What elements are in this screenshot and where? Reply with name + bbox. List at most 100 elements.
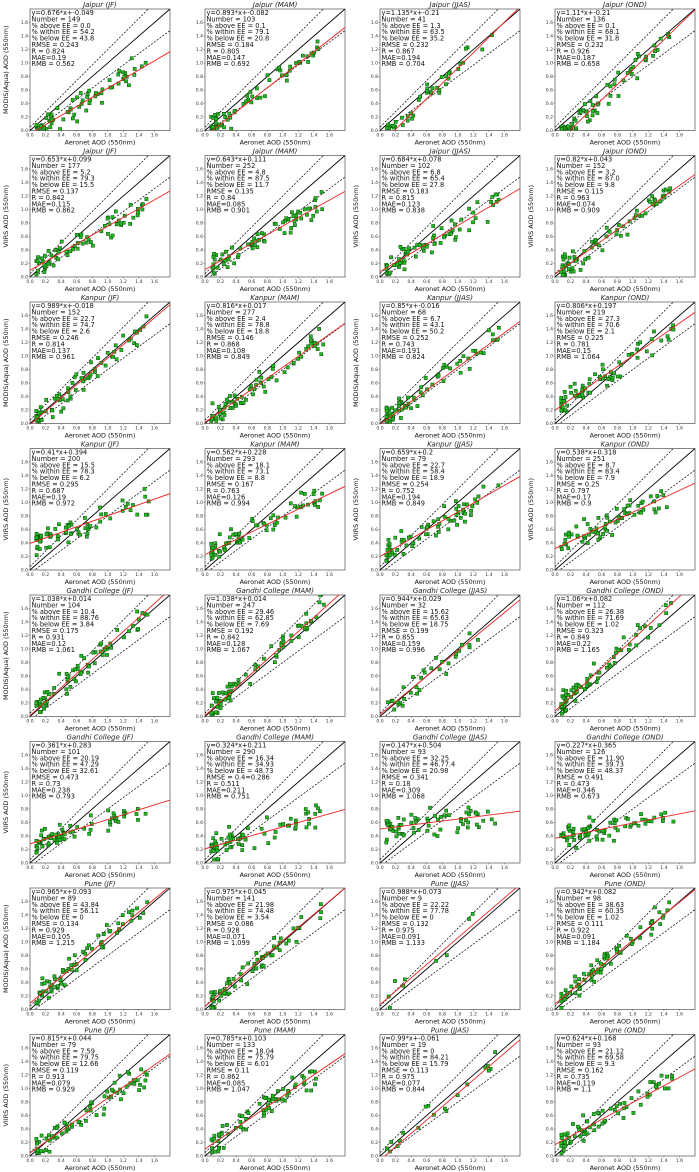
data-point <box>227 111 232 116</box>
data-point <box>250 94 255 99</box>
x-tick-label: 0.6 <box>248 719 255 725</box>
stat-line: y=0.562*x+0.228 <box>207 449 267 457</box>
data-point <box>58 978 63 982</box>
y-tick-label: 0.2 <box>21 408 28 414</box>
y-tick-label: 0.0 <box>546 1007 553 1013</box>
data-point <box>44 545 49 550</box>
data-point <box>227 991 231 996</box>
data-point <box>581 971 586 976</box>
data-point <box>582 517 586 521</box>
data-point <box>217 532 222 537</box>
y-tick-label: 1.0 <box>546 1086 553 1092</box>
data-point <box>560 405 565 410</box>
x-tick-label: 0.2 <box>42 279 49 285</box>
y-tick-label: 0.6 <box>196 674 203 680</box>
data-point <box>240 1114 245 1119</box>
data-point <box>54 1126 59 1130</box>
x-tick-label: 1.0 <box>279 719 286 725</box>
y-tick-label: 0.2 <box>546 1140 553 1146</box>
stat-line: % within EE = 58.4 <box>382 468 445 476</box>
data-point <box>393 979 397 983</box>
stat-line: % below EE = 12.66 <box>32 1060 99 1068</box>
x-tick-label: 0.8 <box>89 1158 96 1164</box>
y-tick-label: 0.8 <box>546 74 553 80</box>
data-points <box>559 323 676 414</box>
x-tick-label: 1.6 <box>676 1012 683 1018</box>
data-point <box>455 361 460 366</box>
data-point <box>448 519 453 523</box>
stat-line: % within EE = 39.73 <box>557 761 624 769</box>
x-tick-label: 1.0 <box>279 279 286 285</box>
data-point <box>571 1122 575 1126</box>
data-point <box>296 635 301 640</box>
data-point <box>274 653 278 658</box>
stat-line: RMSE = 0.295 <box>32 481 79 489</box>
data-point <box>454 506 459 511</box>
stat-line: Number = 251 <box>557 455 606 463</box>
x-tick-label: 0.2 <box>42 133 49 139</box>
data-point <box>222 112 226 116</box>
regression-line <box>30 1053 170 1154</box>
stat-line: % within EE = 79.75 <box>32 1054 99 1062</box>
y-tick-label: 0.4 <box>371 834 378 840</box>
x-tick-label: 0.8 <box>439 865 446 871</box>
data-point <box>475 200 480 204</box>
stat-line: RMB = 0.658 <box>557 60 600 68</box>
stat-line: y=1.038*x+0.014 <box>207 595 267 603</box>
stat-line: y=1.135*x+-0.21 <box>382 9 440 17</box>
x-tick-label: 1.6 <box>326 133 333 139</box>
stat-line: % above EE = 43.84 <box>32 901 100 909</box>
x-axis-label: Aeronet AOD (550nm) <box>590 1164 661 1172</box>
data-point <box>299 354 304 359</box>
y-axis-label: MODIS(Aqua) AOD (550nm) <box>352 319 360 407</box>
x-axis-label: Aeronet AOD (550nm) <box>590 871 661 879</box>
stat-line: MAE=0.091 <box>557 933 596 941</box>
data-point <box>576 1124 580 1129</box>
x-tick-label: 0.0 <box>201 1012 208 1018</box>
x-tick-label: 0.4 <box>407 572 414 578</box>
data-point <box>559 1132 564 1137</box>
data-point <box>429 666 434 671</box>
data-point <box>651 53 655 58</box>
data-point <box>464 810 469 815</box>
data-point <box>223 691 228 696</box>
data-point <box>88 813 93 818</box>
data-point <box>111 355 115 359</box>
one-to-one-line <box>380 888 520 1010</box>
scatter-panel-17: Gandhi College (MAM)0.00.00.20.20.40.40.… <box>196 587 346 733</box>
data-point <box>467 631 472 636</box>
stat-line: RMSE = 0.4=0.286 <box>207 774 270 782</box>
data-point <box>87 832 92 836</box>
data-point <box>569 695 573 699</box>
x-tick-label: 1.2 <box>120 1158 127 1164</box>
data-point <box>496 483 501 488</box>
stat-line: y=0.99*x+-0.061 <box>382 1035 440 1043</box>
ee-lower-line <box>383 616 520 717</box>
data-point <box>68 532 73 536</box>
x-tick-label: 0.8 <box>614 1012 621 1018</box>
x-tick-label: 1.0 <box>104 1158 111 1164</box>
data-point <box>232 984 237 989</box>
data-point <box>645 1094 650 1099</box>
regression-line <box>205 595 340 716</box>
data-point <box>270 1093 275 1098</box>
y-axis-label: VIIRS AOD (550nm) <box>352 185 360 247</box>
regression-line <box>555 174 695 275</box>
x-tick-label: 0.8 <box>264 279 271 285</box>
stat-line: % within EE = 47.29 <box>32 761 99 769</box>
x-tick-label: 0.6 <box>248 133 255 139</box>
data-point <box>222 991 227 995</box>
y-tick-label: 1.2 <box>21 926 28 932</box>
stat-line: MAE=0.159 <box>382 640 421 648</box>
data-point <box>232 109 237 113</box>
y-tick-label: 0.0 <box>21 1154 28 1160</box>
y-axis-label: VIIRS AOD (550nm) <box>2 185 10 247</box>
data-point <box>211 836 216 841</box>
stat-line: R = 0.73 <box>32 780 61 788</box>
data-point <box>459 217 464 222</box>
data-point <box>99 512 104 517</box>
data-point <box>384 409 389 414</box>
regression-line <box>555 482 695 549</box>
x-axis-label: Aeronet AOD (550nm) <box>65 725 136 733</box>
stat-line: Number = 252 <box>207 162 256 170</box>
